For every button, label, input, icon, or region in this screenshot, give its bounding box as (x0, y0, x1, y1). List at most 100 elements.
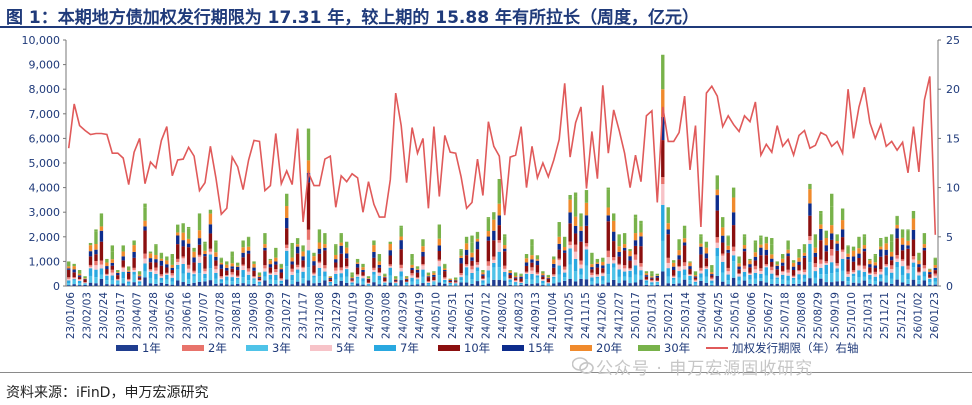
bar-segment-10年 (917, 267, 921, 272)
bar-segment-2年 (437, 259, 442, 262)
bar-segment-5年 (219, 277, 224, 280)
bar-segment-3年 (219, 281, 224, 284)
bar-segment-2年 (344, 266, 349, 268)
bar-segment-7年 (579, 268, 583, 275)
bar-segment-20年 (159, 258, 164, 261)
bar-segment-2年 (143, 253, 147, 259)
bar-segment-20年 (377, 261, 382, 265)
bar-segment-3年 (453, 284, 458, 286)
bar-segment-1年 (285, 279, 289, 286)
bar-segment-5年 (421, 265, 425, 270)
bar-segment-15年 (219, 264, 224, 269)
bar-segment-10年 (857, 258, 861, 265)
bar-segment-7年 (312, 275, 316, 278)
bar-segment-1年 (682, 279, 687, 286)
bar-segment-30年 (541, 271, 545, 274)
bar-segment-30年 (584, 190, 589, 203)
bar-segment-2年 (688, 273, 692, 275)
bar-segment-7年 (334, 273, 338, 280)
bar-segment-2年 (464, 264, 469, 266)
bar-segment-5年 (492, 259, 496, 263)
bar-segment-7年 (573, 258, 578, 272)
legend-label: 20年 (596, 341, 622, 355)
bar-segment-3年 (682, 275, 687, 280)
x-tick-label: 25/06/27 (763, 292, 775, 339)
bar-segment-15年 (508, 273, 512, 275)
bar-segment-5年 (372, 269, 376, 272)
bar-segment-5年 (721, 255, 725, 262)
bar-segment-5年 (879, 271, 883, 275)
bar-segment-15年 (77, 275, 82, 277)
x-tick-label: 26/01/02 (912, 292, 924, 339)
bar-segment-10年 (639, 246, 643, 264)
bar-segment-3年 (176, 269, 180, 281)
bar-segment-7年 (77, 280, 82, 284)
bar-segment-3年 (688, 280, 692, 285)
bar-segment-1年 (911, 279, 916, 286)
bar-segment-5年 (72, 278, 76, 280)
bar-segment-30年 (780, 254, 785, 259)
bar-segment-15年 (246, 250, 251, 254)
bar-segment-7年 (105, 275, 109, 281)
bar-segment-3年 (726, 279, 730, 285)
bar-segment-20年 (601, 261, 605, 266)
bar-segment-15年 (88, 251, 93, 257)
bar-segment-3年 (721, 272, 725, 282)
bar-segment-2年 (497, 240, 501, 243)
bar-segment-15年 (94, 249, 98, 255)
bar-segment-10年 (415, 272, 420, 278)
bar-segment-20年 (443, 268, 447, 270)
bar-segment-1年 (464, 282, 469, 286)
bar-segment-3年 (481, 282, 485, 285)
bar-segment-30年 (432, 271, 436, 273)
bar-segment-5年 (737, 274, 741, 277)
bar-segment-7年 (922, 271, 927, 277)
bar-segment-20年 (203, 250, 207, 254)
bar-segment-30年 (879, 238, 883, 240)
bar-segment-7年 (279, 280, 283, 283)
bar-segment-7年 (906, 273, 910, 280)
x-tick-label: 24/03/29 (397, 292, 409, 339)
bar-segment-7年 (192, 274, 196, 277)
x-tick-label: 25/04/25 (713, 292, 725, 339)
bar-segment-7年 (628, 270, 632, 278)
bar-segment-3年 (928, 281, 932, 285)
bar-segment-7年 (492, 262, 496, 268)
legend-swatch-15年 (502, 345, 524, 351)
bar-segment-7年 (475, 267, 480, 272)
bar-segment-10年 (830, 239, 834, 250)
bar-segment-10年 (448, 280, 452, 283)
bar-segment-10年 (617, 256, 621, 264)
bar-segment-30年 (159, 252, 164, 254)
bar-segment-20年 (323, 244, 327, 248)
bar-segment-30年 (99, 215, 104, 227)
bar-segment-30年 (334, 245, 338, 255)
x-tick-label: 23/04/07 (131, 292, 143, 339)
bar-segment-1年 (410, 284, 414, 286)
bar-segment-2年 (415, 277, 420, 279)
y-left-tick-label: 7,000 (29, 108, 61, 121)
bar-segment-10年 (748, 267, 752, 273)
bar-segment-20年 (715, 189, 719, 196)
bar-segment-5年 (601, 273, 605, 277)
bar-segment-30年 (67, 261, 71, 267)
bar-segment-7年 (677, 271, 681, 278)
bar-segment-30年 (900, 229, 905, 238)
legend-swatch-30年 (638, 345, 660, 351)
bar-segment-20年 (813, 247, 818, 253)
bar-segment-30年 (186, 226, 191, 229)
bar-segment-1年 (241, 283, 245, 286)
bar-segment-2年 (677, 265, 681, 268)
bar-segment-20年 (753, 252, 758, 257)
bar-segment-30年 (301, 245, 305, 252)
bar-segment-2年 (595, 274, 600, 276)
bar-segment-20年 (568, 199, 572, 213)
bar-segment-10年 (295, 253, 300, 265)
bar-segment-10年 (524, 265, 529, 272)
bar-segment-2年 (699, 267, 703, 271)
bar-segment-15年 (546, 278, 551, 279)
bar-segment-15年 (399, 240, 403, 250)
bar-segment-3年 (432, 282, 436, 285)
x-tick-label: 24/03/08 (381, 292, 393, 339)
bar-segment-10年 (546, 278, 551, 283)
